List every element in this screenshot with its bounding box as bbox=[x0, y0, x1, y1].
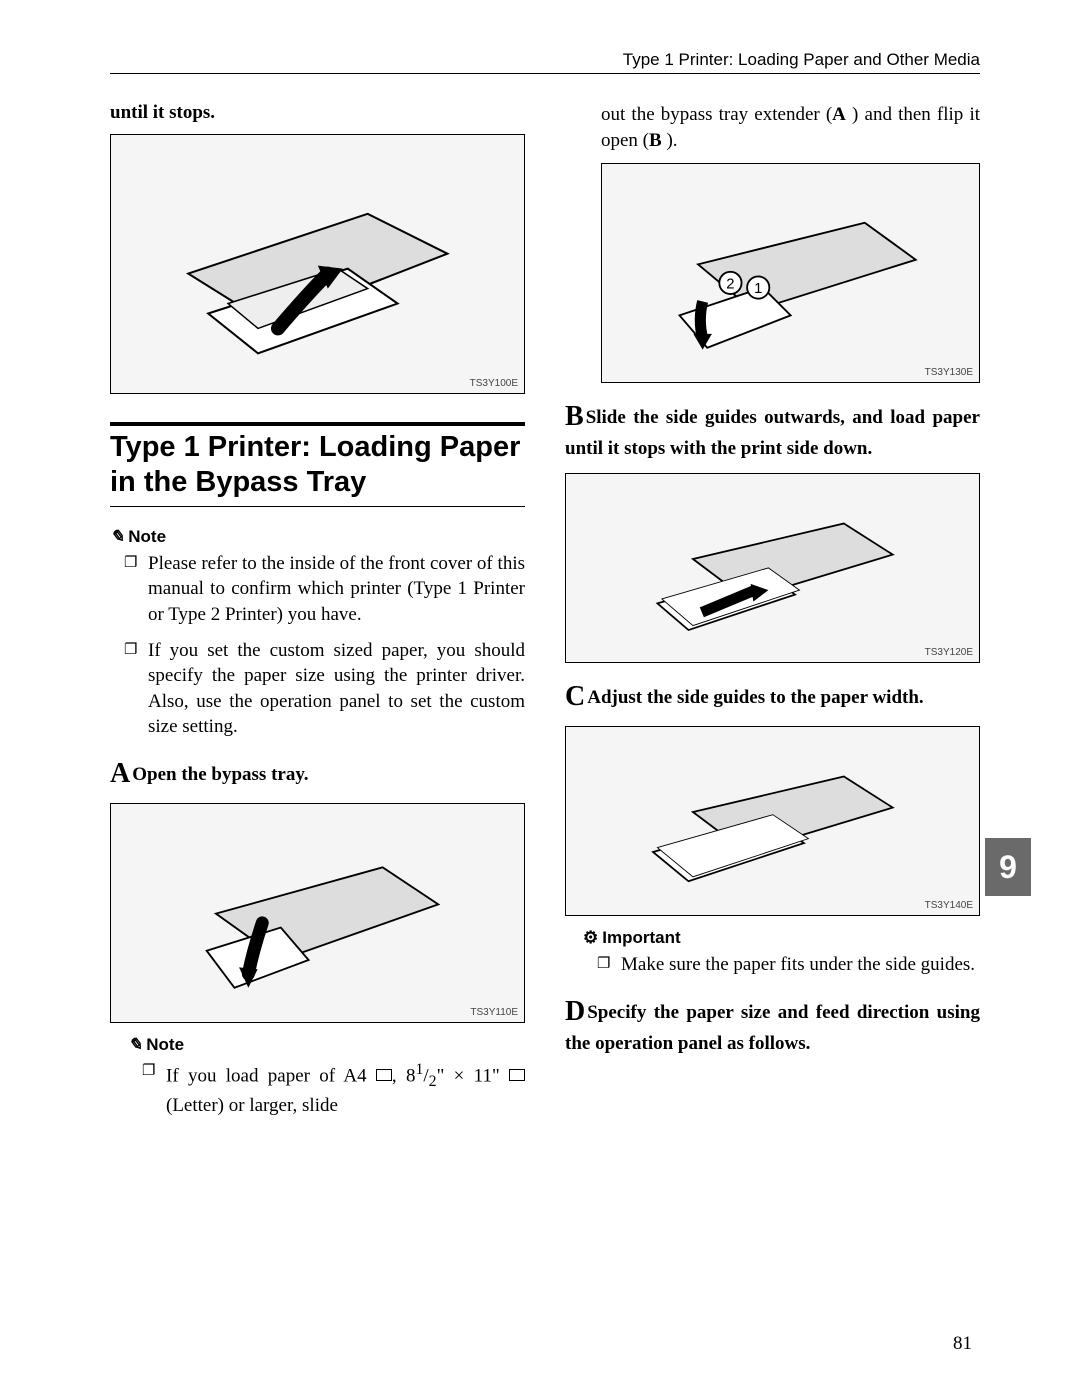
step-b: BSlide the side guides outwards, and loa… bbox=[565, 397, 980, 463]
landscape-icon bbox=[509, 1069, 525, 1081]
t: If you load paper of A4 bbox=[166, 1066, 376, 1087]
important-list: Make sure the paper fits under the side … bbox=[565, 952, 980, 978]
figure-adjust-guides: TS3Y140E bbox=[565, 726, 980, 916]
important-label: ⚙ Important bbox=[565, 928, 980, 948]
figure-code: TS3Y110E bbox=[470, 1007, 518, 1018]
note-list: Please refer to the inside of the front … bbox=[110, 551, 525, 740]
step-letter: D bbox=[565, 996, 585, 1027]
figure-load-paper: TS3Y120E bbox=[565, 473, 980, 663]
step-letter: C bbox=[565, 681, 585, 712]
chapter-number: 9 bbox=[999, 849, 1017, 886]
list-item: If you set the custom sized paper, you s… bbox=[128, 638, 525, 741]
figure-code: TS3Y120E bbox=[925, 647, 973, 658]
figure-code: TS3Y100E bbox=[470, 378, 518, 389]
label-b: B bbox=[649, 130, 662, 151]
step-c: CAdjust the side guides to the paper wid… bbox=[565, 677, 980, 716]
figure-code: TS3Y130E bbox=[925, 367, 973, 378]
figure-extender: 2 1 TS3Y130E bbox=[601, 163, 980, 383]
page-number: 81 bbox=[953, 1333, 972, 1355]
list-item: Make sure the paper fits under the side … bbox=[601, 952, 980, 978]
frac-den: 2 bbox=[429, 1073, 437, 1090]
list-item: If you load paper of A4 , 81/2" × 11" (L… bbox=[146, 1059, 525, 1118]
t: out the bypass tray extender ( bbox=[601, 104, 832, 125]
running-header: Type 1 Printer: Loading Paper and Other … bbox=[110, 50, 980, 74]
note-list-2: If you load paper of A4 , 81/2" × 11" (L… bbox=[110, 1059, 525, 1118]
label-a: A bbox=[832, 104, 846, 125]
pencil-icon: ✎ bbox=[128, 1035, 142, 1055]
list-item: Please refer to the inside of the front … bbox=[128, 551, 525, 628]
note-text: Note bbox=[128, 527, 166, 547]
note-label: ✎ Note bbox=[110, 527, 525, 547]
step-d: DSpecify the paper size and feed directi… bbox=[565, 992, 980, 1058]
landscape-icon bbox=[376, 1069, 392, 1081]
figure-tray-push: TS3Y100E bbox=[110, 134, 525, 394]
t: " × 11" bbox=[437, 1066, 509, 1087]
fragment-until-stops: until it stops. bbox=[110, 102, 525, 124]
important-text: Important bbox=[602, 928, 680, 948]
note-text: Note bbox=[146, 1035, 184, 1055]
right-column: out the bypass tray extender (A ) and th… bbox=[565, 102, 980, 1128]
step-text: Slide the side guides outwards, and load… bbox=[565, 407, 980, 459]
chapter-tab: 9 bbox=[985, 838, 1031, 896]
t: ). bbox=[662, 130, 678, 151]
pencil-icon: ✎ bbox=[110, 527, 124, 547]
printer-illustration-icon bbox=[111, 135, 524, 393]
svg-text:2: 2 bbox=[726, 276, 734, 292]
running-title: Type 1 Printer: Loading Paper and Other … bbox=[623, 50, 980, 69]
section-rule bbox=[110, 422, 525, 426]
frac-num: 1 bbox=[415, 1061, 423, 1078]
figure-bypass-open: TS3Y110E bbox=[110, 803, 525, 1023]
left-column: until it stops. TS3Y100E Type 1 Printer:… bbox=[110, 102, 525, 1128]
important-icon: ⚙ bbox=[583, 928, 598, 948]
body-top: out the bypass tray extender (A ) and th… bbox=[565, 102, 980, 153]
printer-illustration-icon bbox=[566, 474, 979, 662]
step-a: AOpen the bypass tray. bbox=[110, 754, 525, 793]
step-letter: B bbox=[565, 401, 584, 432]
t: , 8 bbox=[392, 1066, 416, 1087]
printer-illustration-icon bbox=[566, 727, 979, 915]
step-letter: A bbox=[110, 758, 130, 789]
printer-illustration-icon bbox=[111, 804, 524, 1022]
figure-code: TS3Y140E bbox=[925, 900, 973, 911]
t: (Letter) or larger, slide bbox=[166, 1095, 338, 1116]
svg-text:1: 1 bbox=[754, 281, 762, 297]
printer-illustration-icon: 2 1 bbox=[602, 164, 979, 382]
step-text: Specify the paper size and feed directio… bbox=[565, 1002, 980, 1054]
step-text: Open the bypass tray. bbox=[132, 764, 308, 785]
content-columns: until it stops. TS3Y100E Type 1 Printer:… bbox=[110, 102, 980, 1128]
note-label-2: ✎ Note bbox=[110, 1035, 525, 1055]
section-title: Type 1 Printer: Loading Paper in the Byp… bbox=[110, 430, 525, 507]
step-text: Adjust the side guides to the paper widt… bbox=[587, 687, 923, 708]
